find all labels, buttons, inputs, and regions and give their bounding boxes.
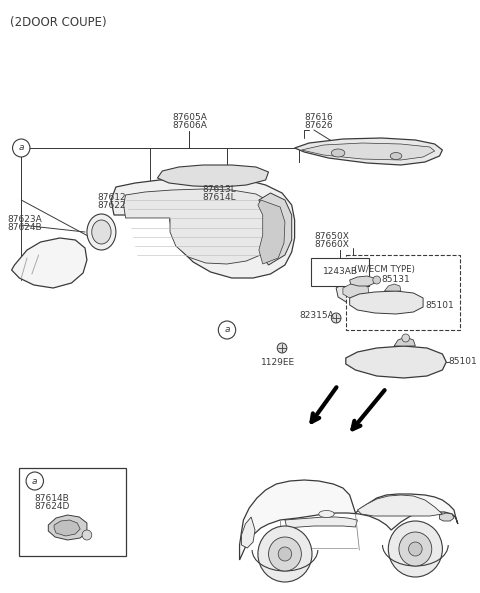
Polygon shape [111,178,295,278]
Polygon shape [349,291,423,314]
Text: 82315A: 82315A [300,311,334,320]
Bar [19,468,126,556]
Bar [346,255,460,330]
Circle shape [258,526,312,582]
Polygon shape [440,513,454,521]
Text: (2DOOR COUPE): (2DOOR COUPE) [10,16,106,29]
Polygon shape [394,337,415,346]
Circle shape [331,313,341,323]
Polygon shape [12,238,87,288]
Polygon shape [285,517,358,528]
Text: 85131: 85131 [382,276,410,285]
Polygon shape [295,138,443,165]
Ellipse shape [87,214,116,250]
Text: 1243AB: 1243AB [323,267,358,276]
Text: 85101: 85101 [425,301,454,310]
Ellipse shape [319,511,334,518]
Polygon shape [301,143,435,160]
Ellipse shape [331,149,345,157]
Circle shape [268,537,301,571]
Text: 87650X: 87650X [314,232,349,241]
Polygon shape [346,346,446,378]
Polygon shape [124,189,278,264]
Circle shape [373,276,381,284]
Text: 87614B: 87614B [35,494,70,503]
Polygon shape [157,165,268,187]
Circle shape [388,521,443,577]
Text: 87622: 87622 [97,201,126,210]
Polygon shape [48,515,87,540]
Text: 87606A: 87606A [172,121,207,130]
Text: 87626: 87626 [304,121,333,130]
Ellipse shape [92,220,111,244]
Ellipse shape [390,152,402,160]
Text: 87612: 87612 [97,193,126,202]
Text: 87660X: 87660X [314,240,349,249]
Text: 87605A: 87605A [172,113,207,122]
Text: a: a [32,477,37,486]
Polygon shape [336,279,377,304]
Text: a: a [224,326,230,334]
Text: 87614L: 87614L [203,193,237,202]
Polygon shape [349,276,375,286]
Text: 1129EE: 1129EE [261,358,295,367]
Text: 87624D: 87624D [35,502,70,511]
Text: a: a [19,144,24,152]
Polygon shape [54,520,80,536]
Text: 87613L: 87613L [203,185,237,194]
Circle shape [408,542,422,556]
Polygon shape [259,193,292,265]
Polygon shape [240,480,458,560]
Text: 87624B: 87624B [8,223,42,232]
Circle shape [218,321,236,339]
Circle shape [277,343,287,353]
Circle shape [12,139,30,157]
Circle shape [82,530,92,540]
Polygon shape [358,495,443,516]
Text: 87616: 87616 [304,113,333,122]
Text: (W/ECM TYPE): (W/ECM TYPE) [355,265,415,274]
Circle shape [278,547,292,561]
Polygon shape [241,517,255,548]
Text: 85101: 85101 [448,358,477,366]
Polygon shape [343,283,369,299]
Polygon shape [258,200,285,264]
Circle shape [402,334,409,342]
Circle shape [26,472,44,490]
Polygon shape [384,284,401,291]
Text: 87623A: 87623A [8,215,42,224]
Bar [311,258,369,286]
Circle shape [399,532,432,566]
